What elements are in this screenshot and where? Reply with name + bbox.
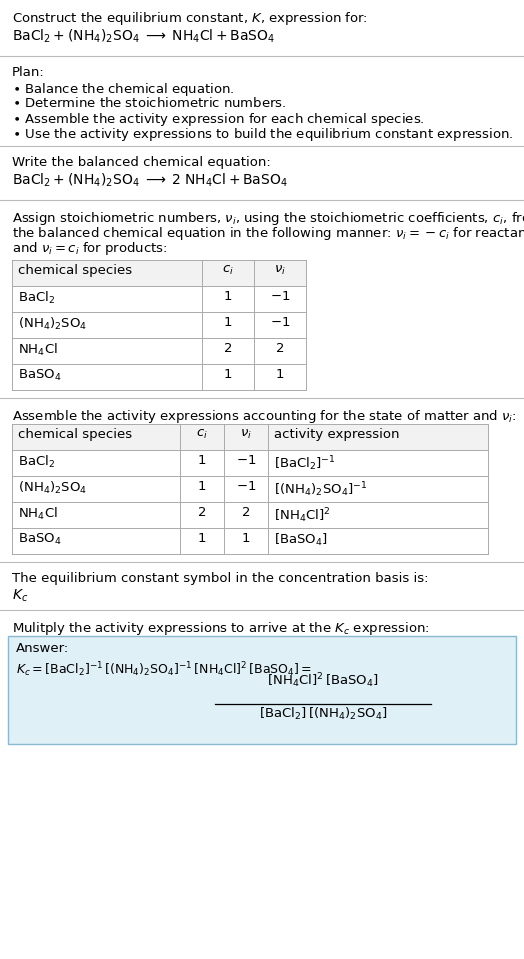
- Text: $\mathrm{BaCl_2 + (NH_4)_2SO_4 \;\longrightarrow\; NH_4Cl + BaSO_4}$: $\mathrm{BaCl_2 + (NH_4)_2SO_4 \;\longri…: [12, 28, 275, 45]
- Text: $-1$: $-1$: [270, 316, 290, 329]
- Text: Write the balanced chemical equation:: Write the balanced chemical equation:: [12, 156, 271, 169]
- Bar: [12, 260, 306, 286]
- Text: 2: 2: [224, 342, 232, 355]
- Text: 1: 1: [224, 290, 232, 303]
- Text: 1: 1: [198, 454, 206, 467]
- Bar: [8, 636, 516, 744]
- Text: activity expression: activity expression: [274, 428, 399, 441]
- Text: $-1$: $-1$: [270, 290, 290, 303]
- Text: $[\mathrm{BaCl_2}]^{-1}$: $[\mathrm{BaCl_2}]^{-1}$: [274, 454, 336, 473]
- Text: 2: 2: [276, 342, 284, 355]
- Text: $\bullet$ Assemble the activity expression for each chemical species.: $\bullet$ Assemble the activity expressi…: [12, 111, 424, 128]
- Text: $\mathrm{BaCl_2}$: $\mathrm{BaCl_2}$: [18, 454, 55, 470]
- Text: $[\mathrm{BaCl_2}]\,[(\mathrm{NH_4})_2\mathrm{SO_4}]$: $[\mathrm{BaCl_2}]\,[(\mathrm{NH_4})_2\m…: [259, 706, 387, 722]
- Text: $\mathrm{BaCl_2 + (NH_4)_2SO_4 \;\longrightarrow\; 2\;NH_4Cl + BaSO_4}$: $\mathrm{BaCl_2 + (NH_4)_2SO_4 \;\longri…: [12, 172, 288, 189]
- Text: 1: 1: [198, 532, 206, 545]
- Text: and $\nu_i = c_i$ for products:: and $\nu_i = c_i$ for products:: [12, 240, 168, 257]
- Text: $c_i$: $c_i$: [222, 264, 234, 277]
- Text: $\bullet$ Use the activity expressions to build the equilibrium constant express: $\bullet$ Use the activity expressions t…: [12, 126, 514, 143]
- Text: $\mathrm{BaSO_4}$: $\mathrm{BaSO_4}$: [18, 532, 61, 547]
- Text: Construct the equilibrium constant, $K$, expression for:: Construct the equilibrium constant, $K$,…: [12, 10, 368, 27]
- Text: $[(\mathrm{NH_4})_2\mathrm{SO_4}]^{-1}$: $[(\mathrm{NH_4})_2\mathrm{SO_4}]^{-1}$: [274, 480, 367, 499]
- Text: Plan:: Plan:: [12, 66, 45, 79]
- Text: $-1$: $-1$: [236, 454, 256, 467]
- Text: $K_c$: $K_c$: [12, 588, 28, 604]
- Text: 2: 2: [198, 506, 206, 519]
- Text: $\mathrm{BaSO_4}$: $\mathrm{BaSO_4}$: [18, 368, 61, 383]
- Text: $\nu_i$: $\nu_i$: [274, 264, 286, 277]
- Text: $\nu_i$: $\nu_i$: [240, 428, 252, 441]
- Text: $\bullet$ Determine the stoichiometric numbers.: $\bullet$ Determine the stoichiometric n…: [12, 96, 287, 110]
- Text: $\mathrm{NH_4Cl}$: $\mathrm{NH_4Cl}$: [18, 342, 58, 358]
- Text: $\mathrm{(NH_4)_2SO_4}$: $\mathrm{(NH_4)_2SO_4}$: [18, 316, 88, 332]
- Text: $\mathrm{BaCl_2}$: $\mathrm{BaCl_2}$: [18, 290, 55, 306]
- Text: $-1$: $-1$: [236, 480, 256, 493]
- Text: Answer:: Answer:: [16, 642, 69, 655]
- Text: $\mathrm{(NH_4)_2SO_4}$: $\mathrm{(NH_4)_2SO_4}$: [18, 480, 88, 496]
- Bar: [12, 260, 306, 390]
- Text: chemical species: chemical species: [18, 264, 132, 277]
- Text: Mulitply the activity expressions to arrive at the $K_c$ expression:: Mulitply the activity expressions to arr…: [12, 620, 430, 637]
- Text: $[\mathrm{BaSO_4}]$: $[\mathrm{BaSO_4}]$: [274, 532, 328, 549]
- Text: The equilibrium constant symbol in the concentration basis is:: The equilibrium constant symbol in the c…: [12, 572, 429, 585]
- Text: 1: 1: [224, 368, 232, 381]
- Text: $[\mathrm{NH_4Cl}]^2\,[\mathrm{BaSO_4}]$: $[\mathrm{NH_4Cl}]^2\,[\mathrm{BaSO_4}]$: [267, 671, 379, 690]
- Text: Assign stoichiometric numbers, $\nu_i$, using the stoichiometric coefficients, $: Assign stoichiometric numbers, $\nu_i$, …: [12, 210, 524, 227]
- Text: 1: 1: [242, 532, 250, 545]
- Text: 1: 1: [198, 480, 206, 493]
- Text: chemical species: chemical species: [18, 428, 132, 441]
- Text: $\bullet$ Balance the chemical equation.: $\bullet$ Balance the chemical equation.: [12, 81, 234, 98]
- Text: 1: 1: [224, 316, 232, 329]
- Text: 1: 1: [276, 368, 284, 381]
- Text: $\mathrm{NH_4Cl}$: $\mathrm{NH_4Cl}$: [18, 506, 58, 522]
- Text: $K_c = [\mathrm{BaCl_2}]^{-1}\,[(\mathrm{NH_4})_2\mathrm{SO_4}]^{-1}\,[\mathrm{N: $K_c = [\mathrm{BaCl_2}]^{-1}\,[(\mathrm…: [16, 660, 312, 679]
- Bar: [12, 424, 488, 554]
- Text: the balanced chemical equation in the following manner: $\nu_i = -c_i$ for react: the balanced chemical equation in the fo…: [12, 225, 524, 242]
- Text: $[\mathrm{NH_4Cl}]^{2}$: $[\mathrm{NH_4Cl}]^{2}$: [274, 506, 331, 525]
- Bar: [12, 424, 488, 450]
- Text: Assemble the activity expressions accounting for the state of matter and $\nu_i$: Assemble the activity expressions accoun…: [12, 408, 517, 425]
- Text: $c_i$: $c_i$: [196, 428, 208, 441]
- Text: 2: 2: [242, 506, 250, 519]
